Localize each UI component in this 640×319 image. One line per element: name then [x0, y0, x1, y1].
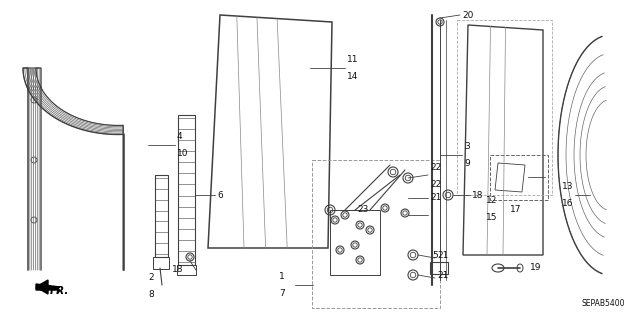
Text: 22: 22 — [430, 163, 441, 172]
Text: 22: 22 — [430, 180, 441, 189]
Text: 21: 21 — [437, 250, 449, 259]
Text: 6: 6 — [217, 190, 223, 199]
Text: 17: 17 — [510, 205, 522, 214]
Text: 18: 18 — [472, 190, 483, 199]
Text: 11: 11 — [347, 55, 358, 64]
Polygon shape — [36, 284, 60, 293]
Text: 13: 13 — [561, 182, 573, 191]
Text: 16: 16 — [561, 199, 573, 208]
Text: 19: 19 — [530, 263, 541, 272]
Text: 20: 20 — [462, 11, 474, 19]
Text: 14: 14 — [347, 72, 358, 81]
Text: 9: 9 — [464, 159, 470, 168]
Text: 7: 7 — [279, 289, 285, 298]
Polygon shape — [36, 280, 48, 294]
Text: 4: 4 — [177, 132, 182, 141]
Text: FR.: FR. — [50, 286, 69, 296]
Text: 12: 12 — [486, 196, 498, 205]
Text: 2: 2 — [148, 273, 154, 282]
Text: 21: 21 — [430, 194, 442, 203]
Text: 10: 10 — [177, 149, 189, 158]
Text: 1: 1 — [279, 272, 285, 281]
Text: 21: 21 — [437, 271, 449, 279]
Text: 8: 8 — [148, 290, 154, 299]
Text: 5: 5 — [432, 250, 438, 259]
Text: 23: 23 — [357, 205, 369, 214]
Text: SEPAB5400: SEPAB5400 — [582, 299, 625, 308]
Text: 3: 3 — [464, 142, 470, 151]
Text: 18: 18 — [172, 265, 183, 275]
Text: 15: 15 — [486, 213, 498, 222]
